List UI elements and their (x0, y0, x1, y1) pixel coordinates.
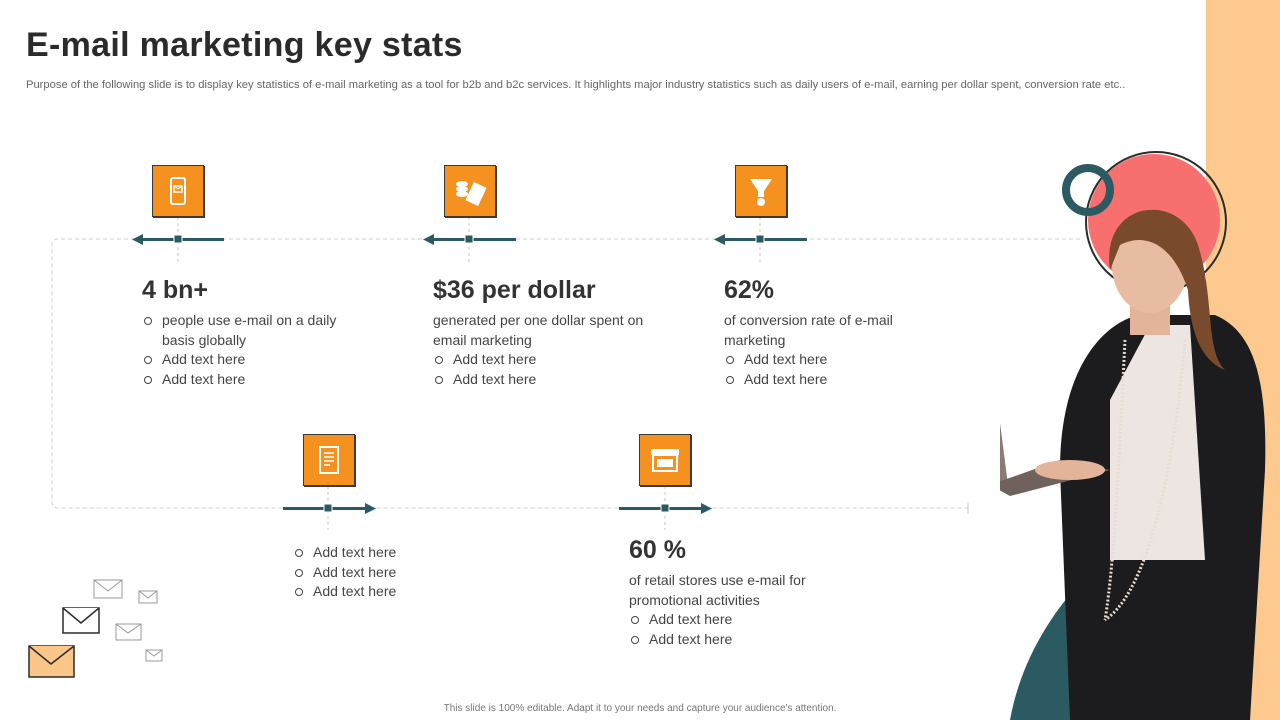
stat-value: 62% (724, 276, 775, 304)
slide-subtitle: Purpose of the following slide is to dis… (26, 79, 1126, 91)
document-report-icon (303, 434, 355, 486)
list-item: people use e-mail on a daily basis globa… (142, 311, 372, 350)
list-item: Add text here (293, 563, 493, 583)
list-item: Add text here (724, 350, 924, 370)
slide-title: E-mail marketing key stats (26, 26, 463, 64)
smartphone-email-icon (152, 165, 204, 217)
stat-description: of conversion rate of e-mail marketing (724, 312, 893, 348)
stat-value: $36 per dollar (433, 276, 596, 304)
slide-footer: This slide is 100% editable. Adapt it to… (443, 703, 837, 714)
stat-description: of retail stores use e-mail for promotio… (629, 572, 806, 608)
stat-card-2: $36 per dollar generated per one dollar … (433, 276, 653, 389)
stat-card-3: 62% of conversion rate of e-mail marketi… (724, 276, 924, 389)
envelope-decorations (28, 579, 163, 678)
conversion-funnel-icon (735, 165, 787, 217)
list-item: Add text here (629, 630, 849, 650)
teal-ring (1062, 164, 1114, 216)
woman-with-laptop-image (1000, 151, 1266, 720)
stat-value: 4 bn+ (142, 276, 208, 304)
stat-description: generated per one dollar spent on email … (433, 312, 644, 348)
laptop-lid (1000, 422, 1008, 486)
stat-card-5: 60 % of retail stores use e-mail for pro… (629, 536, 849, 649)
list-item: Add text here (629, 610, 849, 630)
money-coins-icon (444, 165, 496, 217)
list-item: Add text here (142, 370, 372, 390)
list-item: Add text here (433, 370, 653, 390)
list-item: Add text here (293, 543, 493, 563)
list-item: Add text here (433, 350, 653, 370)
stat-card-1: 4 bn+ people use e-mail on a daily basis… (142, 276, 372, 389)
stat-card-4: Add text here Add text here Add text her… (293, 543, 493, 602)
list-item: Add text here (142, 350, 372, 370)
retail-store-icon (639, 434, 691, 486)
stat-value: 60 % (629, 536, 686, 564)
list-item: Add text here (293, 582, 493, 602)
list-item: Add text here (724, 370, 924, 390)
